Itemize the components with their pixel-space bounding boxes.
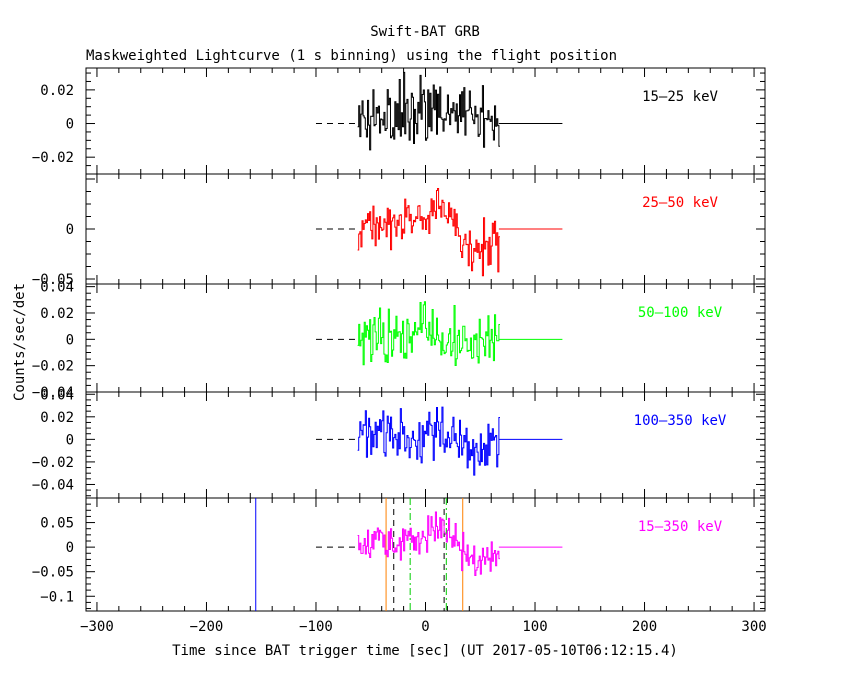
y-tick-label: 0.02 [40,410,74,426]
panel-frame [85,391,766,499]
y-tick-label: −0.02 [32,150,74,166]
lightcurve-series [357,406,500,476]
y-tick-label: 0.04 [40,387,74,403]
panel-frame [85,497,766,612]
x-tick-label: −200 [190,619,224,635]
x-tick-label: 0 [421,619,429,635]
y-tick-label: 0 [66,117,74,133]
y-tick-label: 0.04 [40,280,74,296]
y-tick-label: −0.05 [32,272,74,288]
band-label: 100–350 keV [634,413,727,429]
chart-title: Swift-BAT GRB [370,24,480,40]
y-tick-label: 0.05 [40,516,74,532]
panel-2: 0 −0.05 25–50 keV [32,173,766,288]
x-tick-label: 300 [741,619,766,635]
y-tick-label: 0.02 [40,306,74,322]
y-tick-label: −0.1 [40,589,74,605]
y-tick-label: 0 [66,332,74,348]
lightcurve-series [357,511,500,576]
y-axis-label: Counts/sec/det [12,283,28,401]
lightcurve-series [357,71,500,151]
x-axis-label: Time since BAT trigger time [sec] (UT 20… [172,643,678,659]
y-tick-label: −0.02 [32,455,74,471]
y-tick-label: −0.04 [32,385,74,401]
chart-subtitle: Maskweighted Lightcurve (1 s binning) us… [86,48,617,64]
x-tick-label: −300 [80,619,114,635]
panel-4: 0.04 0.02 0 −0.02 −0.04 100–350 keV [32,387,766,499]
band-label: 50–100 keV [638,305,723,321]
band-label: 15–25 keV [642,89,718,105]
x-tick-label: −100 [299,619,333,635]
panel-5: 0.05 0 −0.05 −0.1 15–350 keV [32,497,766,612]
y-tick-label: 0 [66,432,74,448]
lightcurve-series [357,188,500,277]
y-tick-label: −0.05 [32,565,74,581]
y-tick-label: 0 [66,540,74,556]
panel-3: 0.04 0.02 0 −0.02 −0.04 50–100 keV [32,280,766,401]
y-tick-label: 0.02 [40,83,74,99]
x-tick-label: 100 [522,619,547,635]
band-label: 25–50 keV [642,195,718,211]
x-tick-label: 200 [632,619,657,635]
lightcurve-series [357,301,500,366]
panel-frame [85,283,766,393]
y-tick-label: −0.04 [32,477,74,493]
panel-1: 0.02 0 −0.02 15–25 keV [32,67,766,175]
y-tick-label: 0 [66,222,74,238]
band-label: 15–350 keV [638,519,723,535]
y-tick-label: −0.02 [32,359,74,375]
